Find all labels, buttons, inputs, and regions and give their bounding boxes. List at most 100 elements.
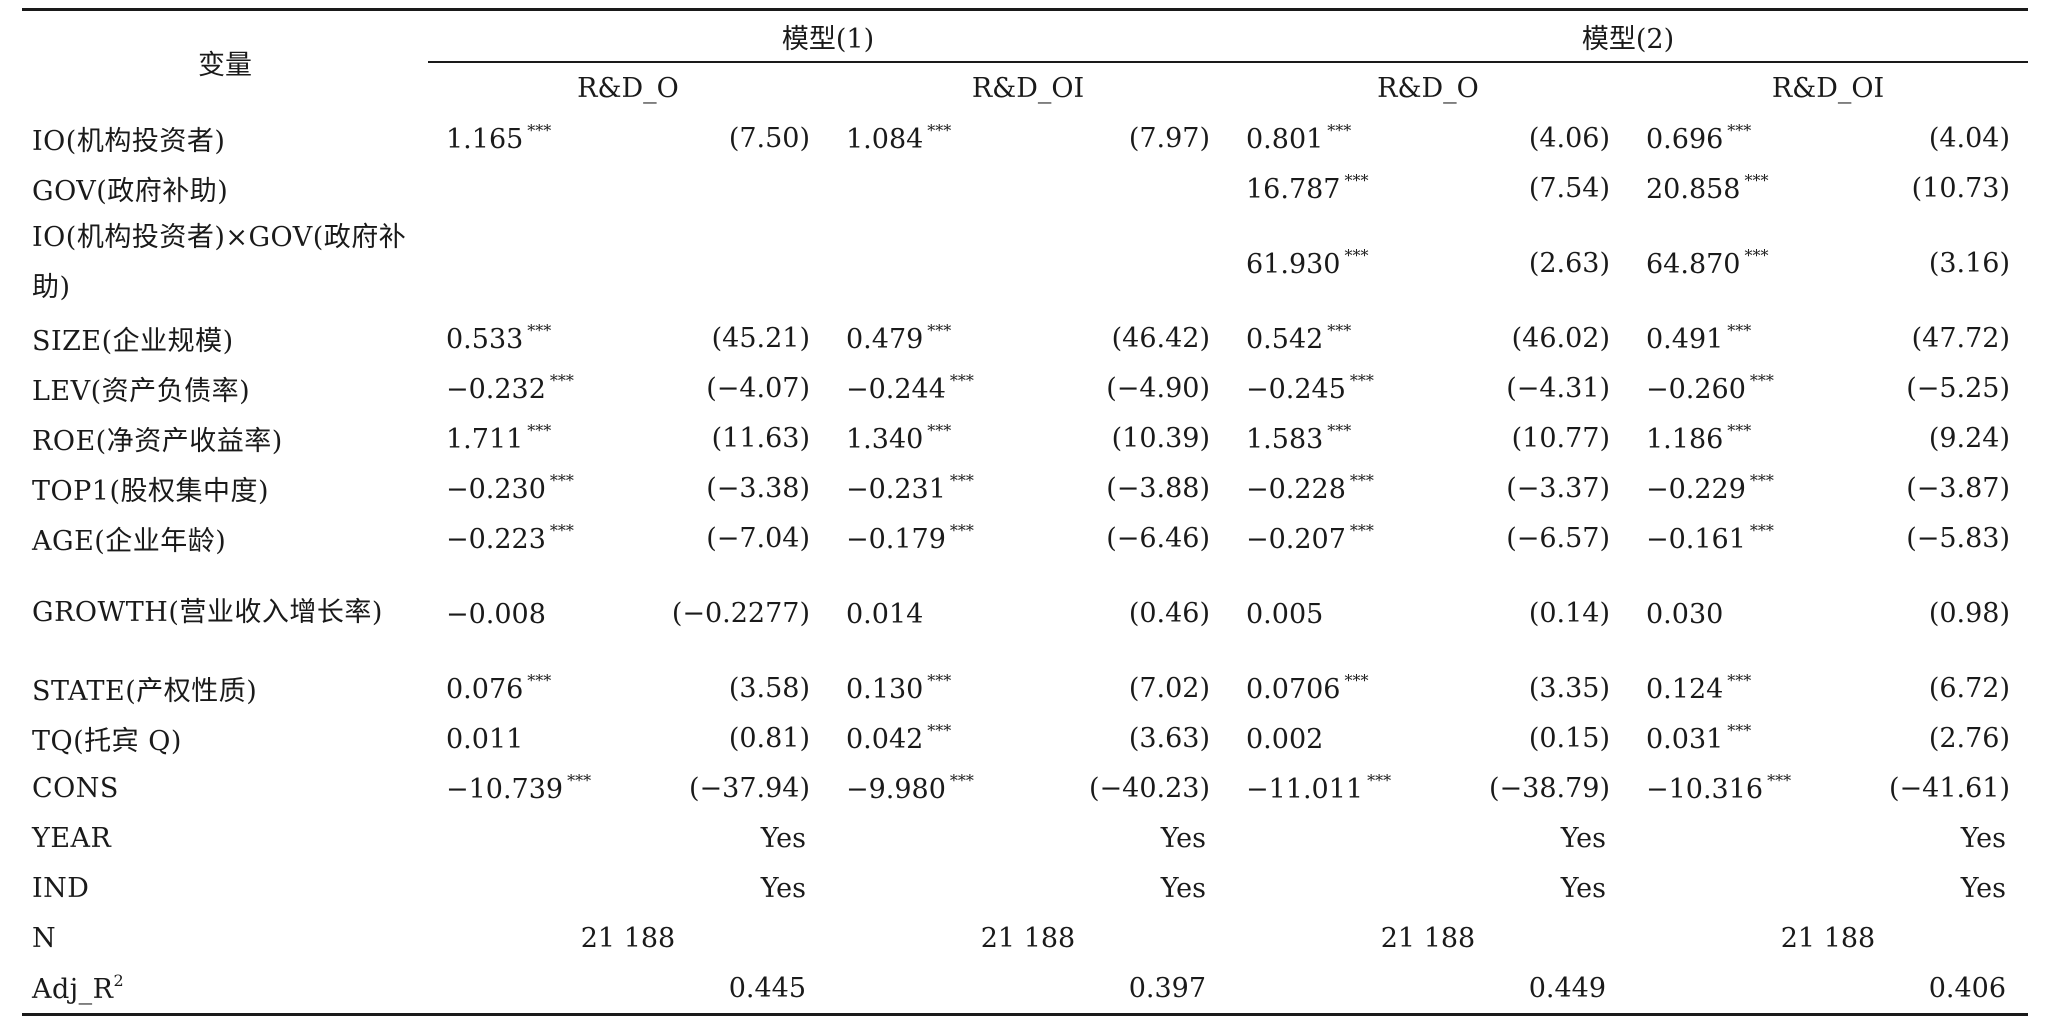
model-2-header: 模型(2) [1228, 8, 2028, 62]
t-statistic-cell: (9.24) [1928, 422, 2010, 454]
t-statistic-cell: (0.98) [1928, 597, 2010, 629]
t-statistic-cell: (0.14) [1528, 597, 1610, 629]
significance-stars: *** [927, 721, 952, 740]
coefficient-cell: −0.179 *** [828, 513, 1023, 563]
significance-stars: *** [1367, 771, 1392, 790]
coefficient-cell: 0.801 *** [1228, 113, 1423, 163]
coefficient-cell: 0.005 [1228, 563, 1423, 663]
coefficient-cell: 0.479 *** [828, 313, 1023, 363]
table-row: LEV(资产负债率) −0.232 *** (−4.07) −0.244 *** (−4.9… [22, 363, 2028, 413]
control-value: Yes [1960, 822, 2006, 854]
dependent-variable-header-row: R&D_O R&D_OI R&D_O R&D_OI [22, 61, 2028, 113]
table-row: STATE(产权性质) 0.076 *** (3.58) 0.130 *** (7.02) 0… [22, 663, 2028, 713]
stat-name: Adj_R2 [22, 963, 428, 1016]
table-row: TQ(托宾 Q) 0.011 (0.81) 0.042 *** (3.63) 0.002 (0… [22, 713, 2028, 763]
coefficient-value: 0.011 [446, 724, 524, 755]
stat-value: 21 188 [580, 922, 676, 954]
variable-name: CONS [32, 772, 119, 804]
significance-stars: *** [549, 471, 574, 490]
stat-row: N 21 188 21 188 21 188 21 188 [22, 913, 2028, 963]
control-value: Yes [1560, 872, 1606, 904]
coefficient-cell: 0.030 [1628, 563, 1823, 663]
table-row: GOV(政府补助) 16.787 *** (7.54) 20.858 *** (10.73) [22, 163, 2028, 213]
coefficient-value: −9.980 [846, 774, 946, 805]
control-row: YEAR Yes Yes Yes Yes [22, 813, 2028, 863]
t-statistic-cell: (7.02) [1128, 672, 1210, 704]
coefficient-value: 0.030 [1646, 599, 1724, 630]
t-statistic-cell: (7.54) [1528, 172, 1610, 204]
significance-stars: *** [927, 671, 952, 690]
t-statistic-cell: (46.02) [1511, 322, 1610, 354]
significance-stars: *** [1344, 246, 1369, 265]
t-statistic-cell: (10.77) [1511, 422, 1610, 454]
t-statistic-cell: (6.72) [1928, 672, 2010, 704]
coefficient-value: −0.179 [846, 524, 946, 555]
control-value: Yes [1160, 872, 1206, 904]
stat-value: 0.449 [1228, 963, 1628, 1016]
significance-stars: *** [1349, 521, 1374, 540]
control-name: IND [32, 872, 90, 904]
coefficient-value: −0.223 [446, 524, 546, 555]
control-value: Yes [760, 822, 806, 854]
coefficient-cell: −0.260 *** [1628, 363, 1823, 413]
coefficient-value: −0.260 [1646, 374, 1746, 405]
coefficient-value: 0.124 [1646, 674, 1724, 705]
t-statistic-cell: (−5.83) [1906, 522, 2010, 554]
significance-stars: *** [1767, 771, 1792, 790]
t-statistic-cell: (−37.94) [689, 772, 810, 804]
coefficient-value: 64.870 [1646, 249, 1741, 280]
variable-name: TOP1(股权集中度) [32, 475, 270, 507]
coefficient-cell: −0.008 [428, 563, 623, 663]
table-row: IO(机构投资者) 1.165 *** (7.50) 1.084 *** (7.97) 0.8… [22, 113, 2028, 163]
coefficient-value: 0.002 [1246, 724, 1324, 755]
coefficient-value: 16.787 [1246, 174, 1341, 205]
coefficient-cell: 0.491 *** [1628, 313, 1823, 363]
coefficient-value: −0.228 [1246, 474, 1346, 505]
coefficient-cell: 0.014 [828, 563, 1023, 663]
significance-stars: *** [1727, 671, 1752, 690]
coefficient-cell [428, 163, 623, 213]
coefficient-value: 0.801 [1246, 124, 1324, 155]
table-row: CONS −10.739 *** (−37.94) −9.980 *** (−40.23) −… [22, 763, 2028, 813]
model-header-row: 变量 模型(1) 模型(2) [22, 8, 2028, 113]
t-statistic-cell [623, 163, 828, 213]
model-2-label: 模型(2) [1581, 23, 1675, 55]
coefficient-value: −0.207 [1246, 524, 1346, 555]
t-statistic-cell: (−3.87) [1906, 472, 2010, 504]
coefficient-cell: 61.930 *** [1228, 213, 1423, 313]
t-statistic-cell: (2.76) [1928, 722, 2010, 754]
coefficient-cell: 0.130 *** [828, 663, 1023, 713]
stat-value: 21 188 [980, 922, 1076, 954]
significance-stars: *** [527, 121, 552, 140]
coefficient-cell [428, 213, 623, 313]
t-statistic-cell: (0.46) [1128, 597, 1210, 629]
significance-stars: *** [949, 471, 974, 490]
model-1-header: 模型(1) [428, 8, 1228, 62]
coefficient-cell: −0.229 *** [1628, 463, 1823, 513]
coefficient-value: 20.858 [1646, 174, 1741, 205]
significance-stars: *** [527, 421, 552, 440]
coefficient-value: 0.042 [846, 724, 924, 755]
significance-stars: *** [1344, 171, 1369, 190]
significance-stars: *** [1744, 171, 1769, 190]
t-statistic-cell: (−7.04) [706, 522, 810, 554]
coefficient-value: 0.491 [1646, 324, 1724, 355]
coefficient-cell [828, 163, 1023, 213]
coefficient-value: 1.186 [1646, 424, 1724, 455]
t-statistic-cell: (−40.23) [1089, 772, 1210, 804]
coefficient-value: 0.533 [446, 324, 524, 355]
model-2-col-rd-o: R&D_O [1228, 61, 1628, 113]
coefficient-cell: 20.858 *** [1628, 163, 1823, 213]
significance-stars: *** [949, 771, 974, 790]
coefficient-cell: −0.223 *** [428, 513, 623, 563]
t-statistic-cell: (−41.61) [1889, 772, 2010, 804]
coefficient-cell: 0.031 *** [1628, 713, 1823, 763]
significance-stars: *** [527, 321, 552, 340]
table-row: SIZE(企业规模) 0.533 *** (45.21) 0.479 *** (46.42)… [22, 313, 2028, 363]
t-statistic-cell: (3.16) [1928, 247, 2010, 279]
coefficient-cell: −0.228 *** [1228, 463, 1423, 513]
coefficient-value: −0.232 [446, 374, 546, 405]
significance-stars: *** [927, 421, 952, 440]
stat-label: N [32, 922, 57, 954]
significance-stars: *** [1749, 521, 1774, 540]
